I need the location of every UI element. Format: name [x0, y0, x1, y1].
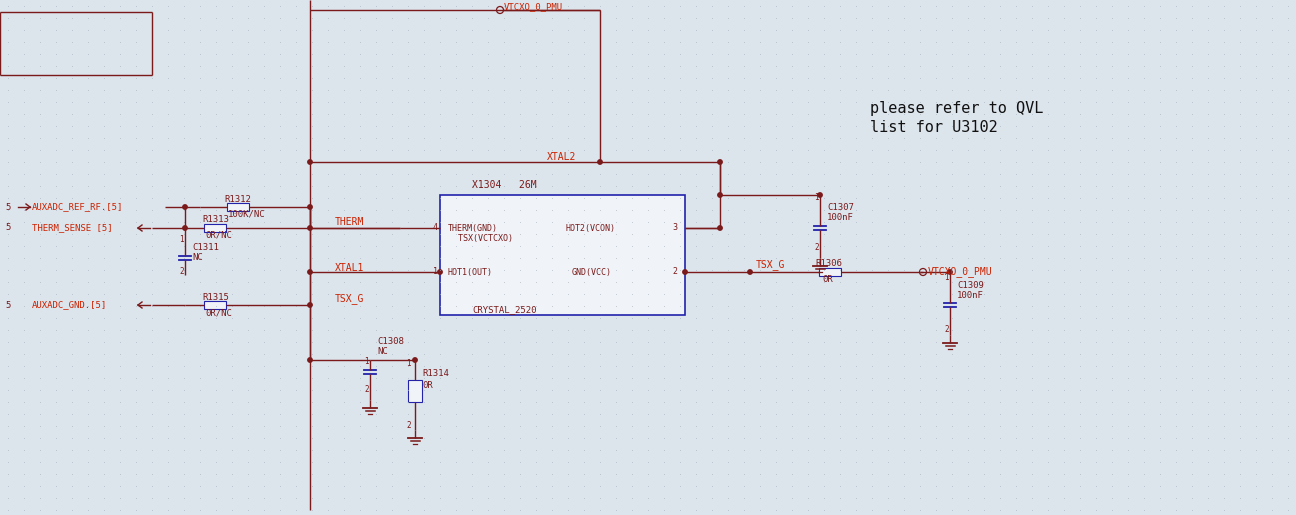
- Text: 100nF: 100nF: [827, 214, 854, 222]
- Text: 0R/NC: 0R/NC: [205, 231, 232, 239]
- Text: 2: 2: [814, 244, 819, 252]
- Text: XTAL1: XTAL1: [334, 263, 364, 273]
- Text: R1315: R1315: [202, 293, 229, 301]
- Text: R1306: R1306: [815, 260, 842, 268]
- Text: 1: 1: [406, 358, 411, 368]
- Circle shape: [308, 270, 312, 274]
- Text: 1: 1: [433, 267, 438, 277]
- Text: 1: 1: [814, 194, 819, 202]
- Text: R1312: R1312: [224, 195, 251, 203]
- Text: 2: 2: [406, 421, 411, 430]
- Circle shape: [308, 358, 312, 362]
- Circle shape: [308, 303, 312, 307]
- Text: TSX(VCTCXO): TSX(VCTCXO): [448, 234, 513, 244]
- Text: 1: 1: [179, 235, 184, 245]
- Bar: [408, 380, 422, 402]
- Text: 100K/NC: 100K/NC: [228, 210, 266, 218]
- Text: THERM_SENSE [5]: THERM_SENSE [5]: [32, 224, 113, 232]
- Circle shape: [413, 358, 417, 362]
- Text: VTCXO_0_PMU: VTCXO_0_PMU: [504, 3, 564, 11]
- Text: C1309: C1309: [956, 281, 984, 289]
- Text: C1308: C1308: [377, 337, 404, 347]
- Circle shape: [308, 160, 312, 164]
- Text: 2: 2: [673, 267, 677, 277]
- Text: 5: 5: [5, 300, 10, 310]
- Text: 0R/NC: 0R/NC: [205, 308, 232, 318]
- Text: 2: 2: [364, 386, 368, 394]
- Circle shape: [183, 226, 187, 230]
- Text: AUXADC_REF_RF.[5]: AUXADC_REF_RF.[5]: [32, 202, 123, 212]
- Text: CRYSTAL_2520: CRYSTAL_2520: [472, 305, 537, 315]
- Circle shape: [718, 160, 722, 164]
- Circle shape: [818, 193, 822, 197]
- Bar: [227, 203, 249, 211]
- Bar: [441, 195, 686, 315]
- Text: HOT2(VCON): HOT2(VCON): [566, 224, 616, 232]
- Text: 2: 2: [179, 267, 184, 277]
- Text: 0R: 0R: [422, 381, 433, 389]
- Text: GND(VCC): GND(VCC): [572, 267, 612, 277]
- Text: R1313: R1313: [202, 215, 229, 225]
- Circle shape: [308, 205, 312, 209]
- Text: list for U3102: list for U3102: [870, 121, 998, 135]
- Circle shape: [718, 193, 722, 197]
- Text: XTAL2: XTAL2: [547, 152, 577, 162]
- Text: VTCXO_0_PMU: VTCXO_0_PMU: [928, 267, 993, 278]
- Text: 2: 2: [943, 325, 949, 335]
- Text: 0R: 0R: [822, 274, 833, 283]
- Text: 1: 1: [364, 357, 368, 367]
- Text: 4: 4: [433, 224, 438, 232]
- Text: TSX_G: TSX_G: [756, 260, 785, 270]
- Circle shape: [748, 270, 752, 274]
- Text: TSX_G: TSX_G: [334, 294, 364, 304]
- Text: R1314: R1314: [422, 369, 448, 377]
- Circle shape: [683, 270, 687, 274]
- Text: NC: NC: [192, 253, 202, 263]
- Text: NC: NC: [377, 348, 388, 356]
- Bar: [819, 268, 841, 276]
- Circle shape: [308, 226, 312, 230]
- Text: C1311: C1311: [192, 244, 219, 252]
- Circle shape: [597, 160, 603, 164]
- Bar: [203, 224, 226, 232]
- Text: 100nF: 100nF: [956, 290, 984, 300]
- Text: 5: 5: [5, 202, 10, 212]
- Text: 5: 5: [5, 224, 10, 232]
- Text: AUXADC_GND.[5]: AUXADC_GND.[5]: [32, 300, 108, 310]
- Text: please refer to QVL: please refer to QVL: [870, 100, 1043, 115]
- Circle shape: [438, 270, 442, 274]
- Bar: [203, 301, 226, 309]
- Circle shape: [947, 270, 953, 274]
- Text: THERM(GND): THERM(GND): [448, 224, 498, 232]
- Text: THERM: THERM: [334, 217, 364, 227]
- Text: X1304   26M: X1304 26M: [472, 180, 537, 190]
- Text: 3: 3: [673, 224, 677, 232]
- Text: HOT1(OUT): HOT1(OUT): [448, 267, 492, 277]
- Circle shape: [718, 226, 722, 230]
- Circle shape: [183, 205, 187, 209]
- Text: C1307: C1307: [827, 203, 854, 213]
- Text: 1: 1: [943, 273, 949, 283]
